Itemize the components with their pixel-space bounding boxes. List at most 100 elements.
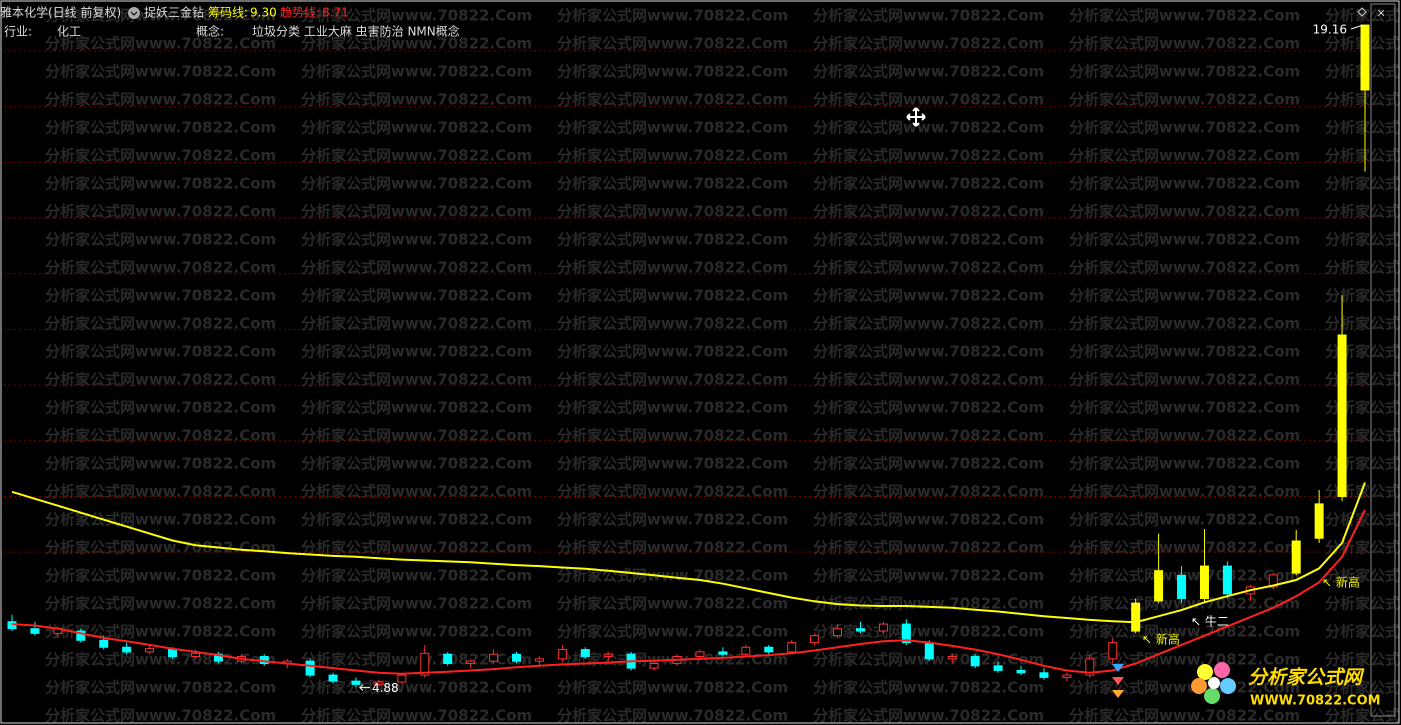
concept-label: 概念:	[196, 24, 224, 39]
watermark-layer: 分析家公式网www.70822.Com 分析家公式网www.70822.Com 分析…	[45, 7, 1401, 725]
watermark-text: 分析家公式网www.70822.Com	[1069, 511, 1300, 529]
menu-icon[interactable]	[128, 7, 140, 19]
close-icon[interactable]	[1377, 9, 1385, 17]
watermark-text: 分析家公式网www.70822.Com	[557, 707, 788, 725]
candle-body	[787, 642, 797, 653]
watermark-text: 分析家公式网www.70822.Com	[1069, 259, 1300, 277]
candle-body	[1314, 503, 1324, 539]
watermark-text: 分析家公式网www.70822.Com	[301, 7, 532, 25]
watermark-text: 分析家公式网www.70822.Com	[813, 399, 1044, 417]
watermark-text: 分析家公式网www.70822.Com	[1069, 595, 1300, 613]
watermark-text: 分析家公式网www.70822.Com	[557, 287, 788, 305]
candle-body	[603, 653, 613, 658]
candle-body	[397, 674, 407, 683]
watermark-text: 分析家公式网www.70822.Com	[557, 203, 788, 221]
watermark-text: 分析家公式网www.70822.Com	[1325, 707, 1401, 725]
watermark-text: 分析家公式网www.70822.Com	[1069, 371, 1300, 389]
watermark-text: 分析家公式网www.70822.Com	[1069, 175, 1300, 193]
watermark-text: 分析家公式网www.70822.Com	[813, 287, 1044, 305]
watermark-text: 分析家公式网www.70822.Com	[1069, 455, 1300, 473]
watermark-text: 分析家公式网www.70822.Com	[1069, 679, 1300, 697]
watermark-text: 分析家公式网www.70822.Com	[813, 119, 1044, 137]
watermark-text: 分析家公式网www.70822.Com	[301, 567, 532, 585]
watermark-text: 分析家公式网www.70822.Com	[301, 91, 532, 109]
watermark-text: 分析家公式网www.70822.Com	[45, 567, 276, 585]
watermark-text: 分析家公式网www.70822.Com	[45, 35, 276, 53]
watermark-text: 分析家公式网www.70822.Com	[1325, 399, 1401, 417]
indicator-name: 捉妖三金钻	[144, 5, 204, 20]
watermark-text: 分析家公式网www.70822.Com	[301, 343, 532, 361]
candle-body	[1199, 565, 1209, 600]
candle-body	[1131, 602, 1141, 632]
menu-chevron	[130, 11, 138, 16]
watermark-text: 分析家公式网www.70822.Com	[1069, 539, 1300, 557]
candle-body	[1154, 570, 1164, 602]
watermark-text: 分析家公式网www.70822.Com	[1325, 427, 1401, 445]
watermark-text: 分析家公式网www.70822.Com	[557, 63, 788, 81]
watermark-text: 分析家公式网www.70822.Com	[1325, 259, 1401, 277]
watermark-text: 分析家公式网www.70822.Com	[557, 539, 788, 557]
watermark-text: 分析家公式网www.70822.Com	[1069, 343, 1300, 361]
watermark-text: 分析家公式网www.70822.Com	[1069, 147, 1300, 165]
watermark-text: 分析家公式网www.70822.Com	[813, 427, 1044, 445]
watermark-text: 分析家公式网www.70822.Com	[1069, 119, 1300, 137]
watermark-text: 分析家公式网www.70822.Com	[1325, 595, 1401, 613]
candle-body	[99, 639, 109, 648]
candle-body	[741, 646, 751, 655]
watermark-text: 分析家公式网www.70822.Com	[813, 175, 1044, 193]
watermark-text: 分析家公式网www.70822.Com	[813, 371, 1044, 389]
watermark-text: 分析家公式网www.70822.Com	[1325, 203, 1401, 221]
candle-body	[420, 652, 430, 676]
watermark-text: 分析家公式网www.70822.Com	[301, 595, 532, 613]
watermark-text: 分析家公式网www.70822.Com	[301, 175, 532, 193]
watermark-text: 分析家公式网www.70822.Com	[813, 595, 1044, 613]
candle-body	[351, 680, 361, 685]
legend-name: 筹码线:	[208, 6, 248, 20]
watermark-text: 分析家公式网www.70822.Com	[45, 91, 276, 109]
watermark-text: 分析家公式网www.70822.Com	[813, 539, 1044, 557]
legend-value: 8.71	[322, 6, 349, 20]
watermark-text: 分析家公式网www.70822.Com	[1325, 455, 1401, 473]
candle-body	[878, 623, 888, 632]
watermark-text: 分析家公式网www.70822.Com	[557, 343, 788, 361]
watermark-text: 分析家公式网www.70822.Com	[813, 455, 1044, 473]
diamond-signals	[1112, 664, 1124, 698]
legend-name: 趋势线:	[280, 6, 320, 20]
watermark-text: 分析家公式网www.70822.Com	[813, 483, 1044, 501]
move-cursor	[906, 107, 926, 127]
watermark-text: 分析家公式网www.70822.Com	[45, 455, 276, 473]
watermark-text: 分析家公式网www.70822.Com	[1325, 147, 1401, 165]
watermark-text: 分析家公式网www.70822.Com	[1069, 399, 1300, 417]
watermark-text: 分析家公式网www.70822.Com	[1325, 539, 1401, 557]
watermark-text: 分析家公式网www.70822.Com	[301, 623, 532, 641]
watermark-text: 分析家公式网www.70822.Com	[557, 623, 788, 641]
low-label: 4.88	[372, 681, 399, 695]
watermark-text: 分析家公式网www.70822.Com	[557, 91, 788, 109]
watermark-text: 分析家公式网www.70822.Com	[301, 231, 532, 249]
watermark-text: 分析家公式网www.70822.Com	[45, 7, 276, 25]
watermark-text: 分析家公式网www.70822.Com	[1325, 175, 1401, 193]
watermark-text: 分析家公式网www.70822.Com	[45, 259, 276, 277]
candle-body	[695, 651, 705, 658]
legend-value: 9.30	[250, 6, 277, 20]
candle-body	[374, 681, 384, 685]
indicator-line	[11, 482, 1366, 624]
watermark-text: 分析家公式网www.70822.Com	[301, 203, 532, 221]
candle-body	[557, 649, 567, 660]
candle-body	[901, 623, 911, 644]
diamond-icon	[1357, 7, 1367, 17]
watermark-text: 分析家公式网www.70822.Com	[813, 147, 1044, 165]
watermark-text: 分析家公式网www.70822.Com	[813, 259, 1044, 277]
candle-body	[168, 649, 178, 658]
plot: 19.16 4.88 ↖ 新高 ↖ 牛二 ↖ 新高	[4, 23, 1370, 695]
watermark-text: 分析家公式网www.70822.Com	[1069, 427, 1300, 445]
watermark-text: 分析家公式网www.70822.Com	[45, 371, 276, 389]
watermark-text: 分析家公式网www.70822.Com	[1069, 651, 1300, 669]
watermark-text: 分析家公式网www.70822.Com	[1069, 63, 1300, 81]
watermark-text: 分析家公式网www.70822.Com	[1069, 315, 1300, 333]
candle-body	[489, 653, 499, 662]
watermark-text: 分析家公式网www.70822.Com	[301, 119, 532, 137]
watermark-text: 分析家公式网www.70822.Com	[1069, 707, 1300, 725]
